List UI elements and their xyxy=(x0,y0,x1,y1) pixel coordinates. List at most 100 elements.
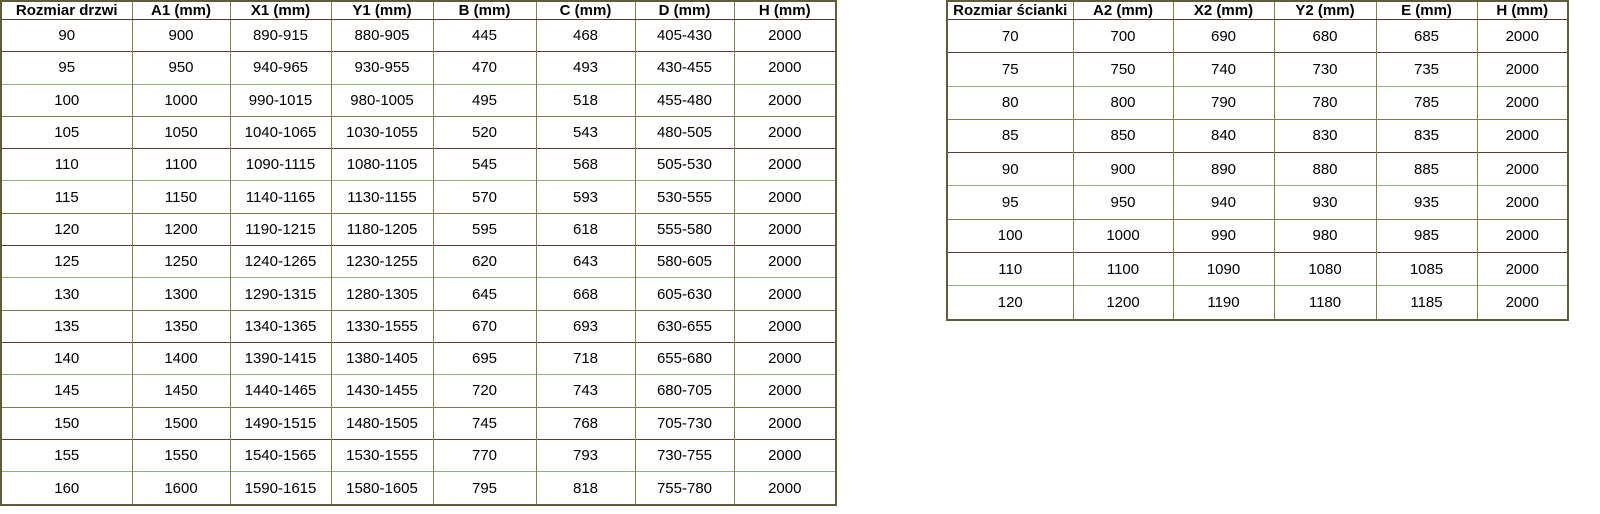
table-cell: 1050 xyxy=(131,115,231,149)
table-cell: 818 xyxy=(535,471,636,505)
table-cell: 740 xyxy=(1172,52,1275,87)
table-cell: 570 xyxy=(432,180,537,214)
table-row: 110 1100 1090 1080 1085 2000 xyxy=(946,251,1569,286)
table-cell: 115 xyxy=(0,180,133,214)
table-cell: 1080 xyxy=(1273,251,1377,286)
table-cell: 468 xyxy=(535,18,636,52)
table-cell: 580-605 xyxy=(634,245,735,278)
table-cell: 695 xyxy=(432,341,537,375)
table-cell: 645 xyxy=(432,277,537,311)
table-cell: 1140-1165 xyxy=(229,180,332,214)
table-cell: 770 xyxy=(432,438,537,472)
table-cell: 700 xyxy=(1072,18,1174,53)
table-cell: 2000 xyxy=(733,115,837,149)
table-cell: 1240-1265 xyxy=(229,245,332,278)
table-cell: 1490-1515 xyxy=(229,406,332,440)
table-cell: 2000 xyxy=(1476,152,1569,186)
table-row: 150 1500 1490-1515 1480-1505 745 768 705-730 20… xyxy=(0,406,837,440)
table-cell: 1400 xyxy=(131,341,231,375)
table-cell: 1185 xyxy=(1375,285,1478,320)
table-cell: 885 xyxy=(1375,152,1478,186)
table-cell: 430-455 xyxy=(634,51,735,85)
table-cell: 160 xyxy=(0,471,133,505)
table-cell: 690 xyxy=(1172,18,1275,53)
table-row: 100 1000 990-1015 980-1005 495 518 455-480 2000 xyxy=(0,83,837,117)
table-cell: 2000 xyxy=(733,277,837,311)
table-cell: 90 xyxy=(946,152,1074,186)
door-table-head: Rozmiar drzwi A1 (mm) X1 (mm) Y1 (mm) B (mm)… xyxy=(0,1,837,20)
table-cell: 620 xyxy=(432,245,537,278)
table-cell: 1580-1605 xyxy=(330,471,434,505)
table-cell: 880-905 xyxy=(330,18,434,52)
table-cell: 2000 xyxy=(1476,285,1569,320)
table-cell: 150 xyxy=(0,406,133,440)
table-cell: 1280-1305 xyxy=(330,277,434,311)
table-cell: 2000 xyxy=(1476,85,1569,120)
table-row: 135 1350 1340-1365 1330-1555 670 693 630-655 20… xyxy=(0,309,837,343)
header-cell: D (mm) xyxy=(634,1,735,20)
table-cell: 568 xyxy=(535,148,636,181)
table-cell: 730-755 xyxy=(634,438,735,472)
table-cell: 100 xyxy=(0,83,133,117)
table-cell: 735 xyxy=(1375,52,1478,87)
table-cell: 90 xyxy=(0,18,133,52)
table-cell: 1100 xyxy=(131,148,231,181)
table-cell: 543 xyxy=(535,115,636,149)
table-cell: 1230-1255 xyxy=(330,245,434,278)
table-cell: 1450 xyxy=(131,374,231,408)
header-cell: C (mm) xyxy=(535,1,636,20)
table-cell: 800 xyxy=(1072,85,1174,120)
table-cell: 120 xyxy=(0,212,133,246)
table-cell: 1000 xyxy=(1072,218,1174,253)
table-cell: 140 xyxy=(0,341,133,375)
table-row: 70 700 690 680 685 2000 xyxy=(946,18,1569,53)
table-cell: 100 xyxy=(946,218,1074,253)
table-cell: 718 xyxy=(535,341,636,375)
table-row: 120 1200 1190 1180 1185 2000 xyxy=(946,285,1569,320)
table-cell: 2000 xyxy=(733,406,837,440)
table-cell: 2000 xyxy=(733,245,837,278)
table-cell: 1530-1555 xyxy=(330,438,434,472)
table-cell: 2000 xyxy=(1476,218,1569,253)
table-cell: 593 xyxy=(535,180,636,214)
table-cell: 1540-1565 xyxy=(229,438,332,472)
table-cell: 2000 xyxy=(1476,118,1569,153)
table-cell: 618 xyxy=(535,212,636,246)
table-cell: 110 xyxy=(946,251,1074,286)
table-cell: 830 xyxy=(1273,118,1377,153)
table-cell: 693 xyxy=(535,309,636,343)
table-cell: 110 xyxy=(0,148,133,181)
table-cell: 980-1005 xyxy=(330,83,434,117)
table-cell: 1100 xyxy=(1072,251,1174,286)
table-cell: 720 xyxy=(432,374,537,408)
table-row: 90 900 890-915 880-905 445 468 405-430 2000 xyxy=(0,18,837,52)
table-cell: 1440-1465 xyxy=(229,374,332,408)
table-cell: 1340-1365 xyxy=(229,309,332,343)
table-row: 130 1300 1290-1315 1280-1305 645 668 605-630 20… xyxy=(0,277,837,311)
table-cell: 2000 xyxy=(1476,251,1569,286)
header-cell: A2 (mm) xyxy=(1072,1,1174,20)
table-cell: 135 xyxy=(0,309,133,343)
table-cell: 520 xyxy=(432,115,537,149)
table-cell: 785 xyxy=(1375,85,1478,120)
table-cell: 980 xyxy=(1273,218,1377,253)
table-cell: 705-730 xyxy=(634,406,735,440)
table-row: 100 1000 990 980 985 2000 xyxy=(946,218,1569,253)
table-cell: 750 xyxy=(1072,52,1174,87)
table-cell: 755-780 xyxy=(634,471,735,505)
table-cell: 480-505 xyxy=(634,115,735,149)
table-cell: 1480-1505 xyxy=(330,406,434,440)
table-cell: 530-555 xyxy=(634,180,735,214)
table-row: 110 1100 1090-1115 1080-1105 545 568 505-530 20… xyxy=(0,148,837,181)
table-cell: 730 xyxy=(1273,52,1377,87)
table-cell: 105 xyxy=(0,115,133,149)
table-cell: 1380-1405 xyxy=(330,341,434,375)
door-size-table: Rozmiar drzwi A1 (mm) X1 (mm) Y1 (mm) B (mm)… xyxy=(0,0,837,506)
table-cell: 950 xyxy=(131,51,231,85)
table-cell: 745 xyxy=(432,406,537,440)
table-cell: 780 xyxy=(1273,85,1377,120)
table-cell: 680-705 xyxy=(634,374,735,408)
table-cell: 900 xyxy=(1072,152,1174,186)
table-cell: 95 xyxy=(0,51,133,85)
table-cell: 595 xyxy=(432,212,537,246)
